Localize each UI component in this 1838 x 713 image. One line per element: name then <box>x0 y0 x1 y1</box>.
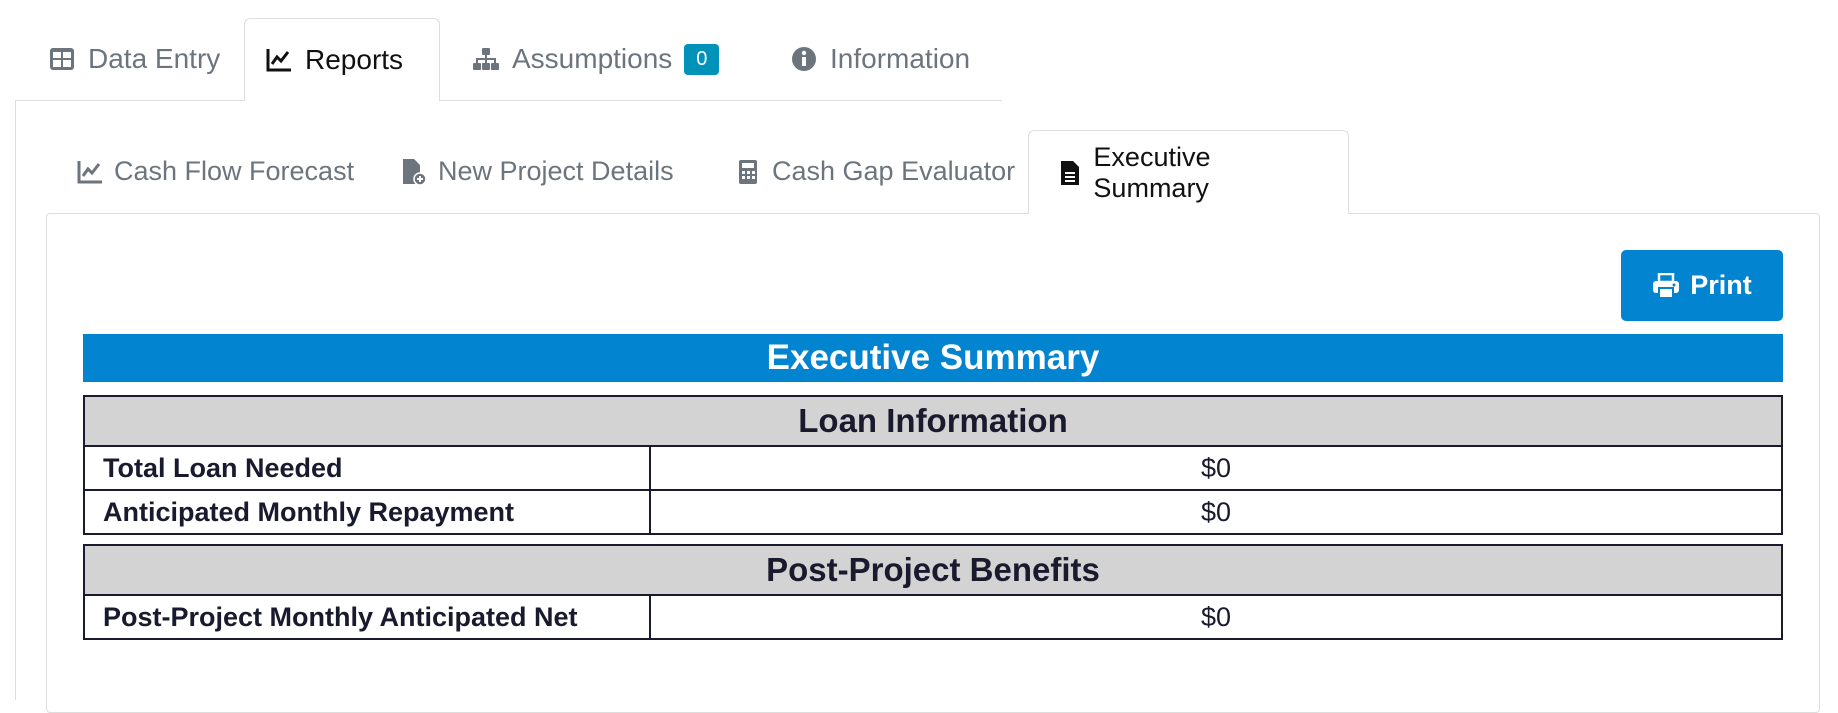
row-value: $0 <box>649 594 1783 640</box>
table-row: Total Loan Needed $0 <box>83 445 1783 491</box>
print-label: Print <box>1690 270 1752 300</box>
subtab-cash-flow-forecast[interactable]: Cash Flow Forecast <box>48 130 382 213</box>
tab-reports[interactable]: Reports <box>244 18 440 101</box>
loan-information-table: Loan Information Total Loan Needed $0 Ant… <box>83 395 1783 535</box>
tab-assumptions[interactable]: Assumptions 0 <box>452 18 739 100</box>
subtab-label: New Project Details <box>438 156 674 186</box>
tab-label: Data Entry <box>88 43 221 74</box>
row-label: Total Loan Needed <box>83 445 651 491</box>
table-row: Anticipated Monthly Repayment $0 <box>83 489 1783 535</box>
executive-summary-title: Executive Summary <box>83 334 1783 382</box>
chart-line-icon <box>265 46 293 74</box>
row-value: $0 <box>649 445 1783 491</box>
tab-information[interactable]: Information <box>770 18 990 100</box>
subtab-new-project-details[interactable]: New Project Details <box>372 130 702 213</box>
tab-label: Information <box>830 43 971 74</box>
tab-data-entry[interactable]: Data Entry <box>28 18 240 100</box>
printer-icon <box>1652 272 1680 300</box>
tab-bar-border <box>440 100 1002 101</box>
chart-line-icon <box>76 158 104 186</box>
row-label: Anticipated Monthly Repayment <box>83 489 651 535</box>
print-button[interactable]: Print <box>1621 250 1783 321</box>
table-icon <box>48 45 76 73</box>
subtab-label: Cash Flow Forecast <box>114 156 355 186</box>
tab-label: Reports <box>305 44 404 75</box>
reports-panel <box>15 100 1838 700</box>
assumptions-count-badge: 0 <box>684 43 720 75</box>
subtab-label: Cash Gap Evaluator <box>772 156 1016 186</box>
info-circle-icon <box>790 45 818 73</box>
subtab-label: Executive Summary <box>1093 141 1211 203</box>
subtab-cash-gap-evaluator[interactable]: Cash Gap Evaluator <box>706 130 1043 213</box>
row-label: Post-Project Monthly Anticipated Net <box>83 594 651 640</box>
table-row: Post-Project Monthly Anticipated Net $0 <box>83 594 1783 640</box>
table-header: Loan Information <box>83 395 1783 447</box>
tab-bar-border <box>15 100 245 101</box>
file-text-icon <box>1057 159 1083 187</box>
calculator-icon <box>734 158 762 186</box>
table-header: Post-Project Benefits <box>83 544 1783 596</box>
subtab-executive-summary[interactable]: Executive Summary <box>1028 130 1349 214</box>
sitemap-icon <box>472 45 500 73</box>
file-plus-icon <box>400 158 428 186</box>
row-value: $0 <box>649 489 1783 535</box>
post-project-benefits-table: Post-Project Benefits Post-Project Month… <box>83 544 1783 640</box>
tab-label: Assumptions <box>512 43 673 74</box>
